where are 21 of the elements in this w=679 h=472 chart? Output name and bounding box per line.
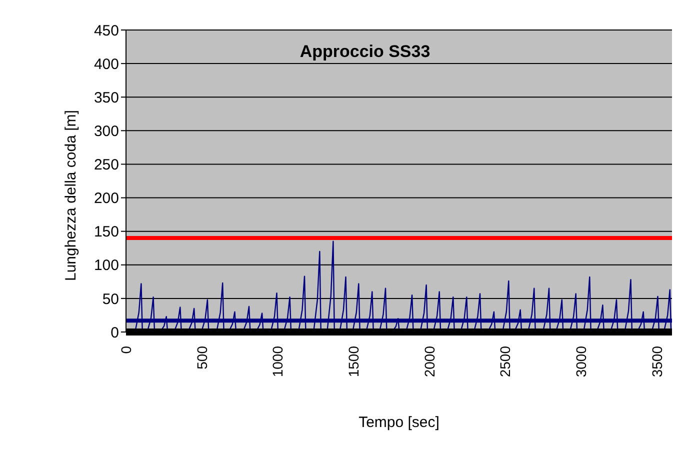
x-tick-label: 2500 [497, 346, 514, 378]
x-tick-label: 3500 [648, 346, 665, 378]
x-tick-label: 3000 [573, 346, 589, 378]
x-tick-label: 2000 [421, 346, 438, 378]
y-tick-label: 300 [94, 122, 119, 140]
x-tick-label: 0 [118, 346, 134, 354]
y-tick-label: 0 [110, 324, 119, 342]
y-tick-label: 350 [94, 89, 119, 106]
x-tick-label: 1500 [346, 346, 362, 378]
text: Approccio SS33 [298, 42, 432, 62]
y-tick-label: 400 [94, 56, 119, 73]
y-axis-title: Lunghezza della coda [m] [62, 110, 80, 281]
y-tick-label: 200 [94, 190, 119, 208]
y-tick-label: 450 [94, 22, 119, 40]
y-tick-label: 250 [94, 156, 119, 174]
y-tick-label: 100 [94, 257, 119, 274]
y-tick-label: 50 [102, 290, 119, 308]
x-tick-label: 500 [194, 346, 210, 370]
y-tick-label: 150 [94, 224, 119, 241]
x-axis-title: Tempo [sec] [358, 414, 440, 431]
x-tick-label: 1000 [270, 346, 286, 378]
